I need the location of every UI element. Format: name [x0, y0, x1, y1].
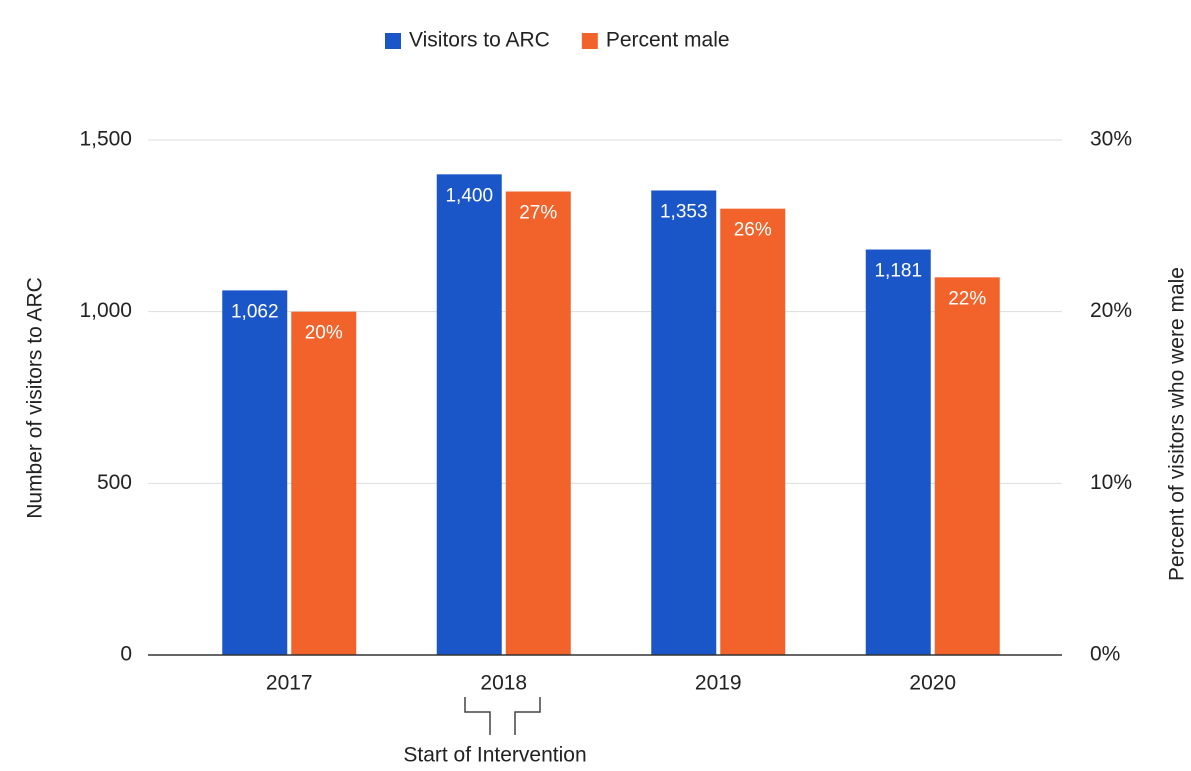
y2-axis-label: Percent of visitors who were male	[1166, 267, 1189, 581]
legend-label: Percent male	[606, 29, 730, 52]
data-label: 1,062	[231, 301, 279, 322]
bar	[651, 190, 717, 655]
bar	[934, 277, 1000, 655]
bar	[222, 290, 288, 655]
y-tick-label: 500	[97, 471, 132, 494]
y-tick-label: 0	[120, 643, 132, 666]
y2-tick-label: 20%	[1090, 299, 1132, 322]
x-tick-label: 2017	[266, 672, 313, 695]
data-label: 26%	[734, 220, 772, 241]
y2-tick-label: 30%	[1090, 128, 1132, 151]
bar	[865, 249, 931, 656]
bar	[291, 311, 357, 655]
legend-label: Visitors to ARC	[409, 29, 550, 52]
data-label: 20%	[305, 323, 343, 344]
bar	[505, 191, 571, 655]
y2-tick-label: 10%	[1090, 471, 1132, 494]
data-label: 1,400	[445, 185, 493, 206]
data-label: 1,181	[874, 261, 922, 282]
y-tick-label: 1,000	[79, 299, 132, 322]
data-label: 1,353	[660, 201, 708, 222]
x-tick-label: 2019	[695, 672, 742, 695]
y-tick-label: 1,500	[79, 128, 132, 151]
legend-swatch	[581, 33, 598, 49]
bar	[436, 174, 502, 656]
intervention-bracket	[464, 697, 541, 735]
annotation: Start of Intervention	[403, 744, 586, 767]
x-tick-label: 2020	[909, 672, 956, 695]
y-axis-label: Number of visitors to ARC	[24, 277, 47, 519]
data-label: 22%	[948, 288, 986, 309]
legend-swatch	[385, 33, 401, 49]
x-tick-label: 2018	[480, 672, 527, 695]
data-label: 27%	[519, 203, 557, 224]
y2-tick-label: 0%	[1090, 643, 1120, 666]
bar	[720, 208, 786, 655]
